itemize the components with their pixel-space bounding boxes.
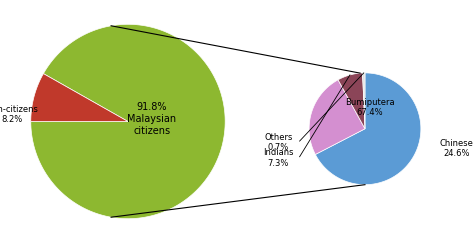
Polygon shape: [315, 73, 421, 185]
Polygon shape: [309, 80, 365, 155]
Polygon shape: [363, 73, 365, 129]
Text: Non-citizens
8.2%: Non-citizens 8.2%: [0, 104, 38, 124]
Text: Indians
7.3%: Indians 7.3%: [263, 148, 293, 168]
Text: Others
0.7%: Others 0.7%: [264, 133, 292, 152]
Text: 91.8%
Malaysian
citizens: 91.8% Malaysian citizens: [127, 103, 176, 136]
Polygon shape: [338, 73, 365, 129]
Text: Bumiputera
67.4%: Bumiputera 67.4%: [345, 98, 394, 117]
Polygon shape: [31, 24, 225, 219]
Text: Chinese
24.6%: Chinese 24.6%: [439, 139, 474, 158]
Polygon shape: [31, 74, 128, 122]
